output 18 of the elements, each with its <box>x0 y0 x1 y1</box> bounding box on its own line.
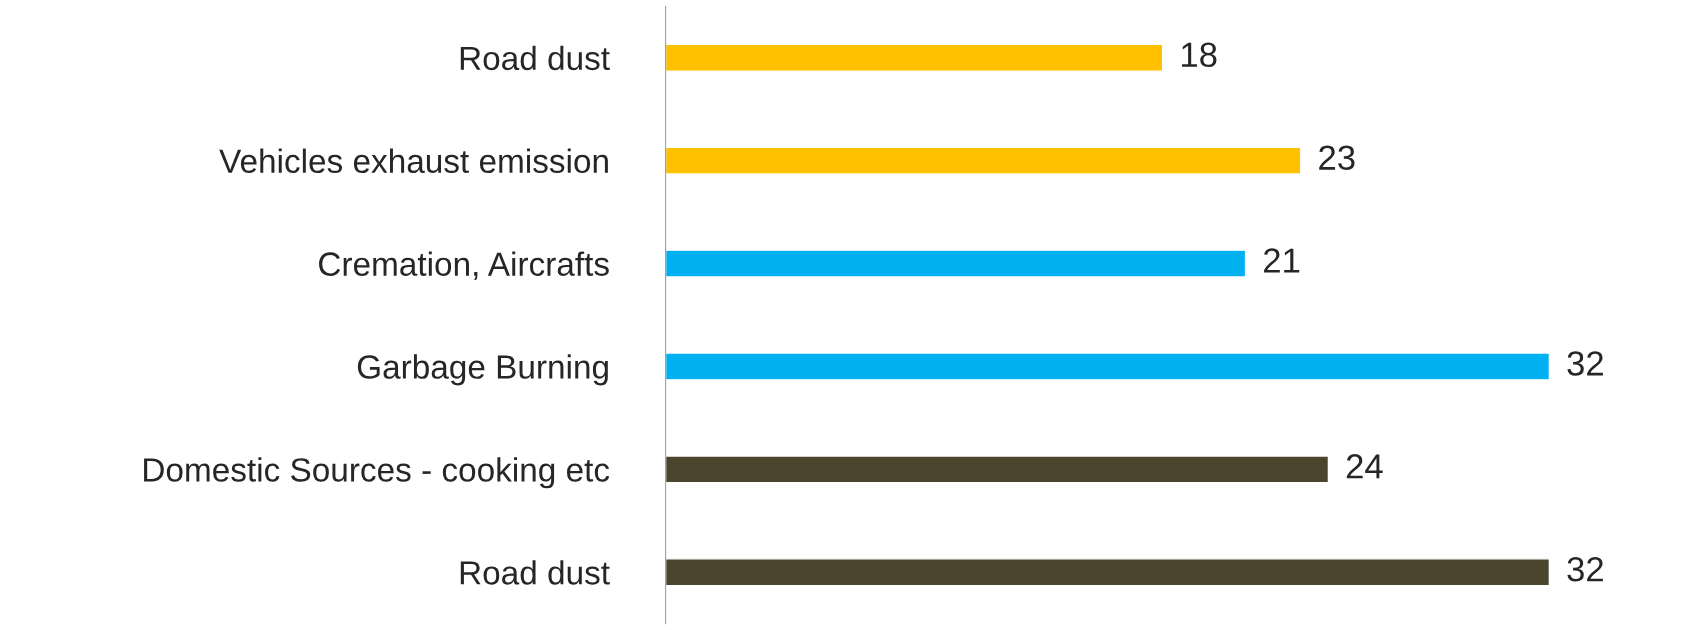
bar <box>665 558 1551 587</box>
data-label: 32 <box>1567 351 1603 376</box>
y-tick-label: Cremation, Aircrafts <box>319 251 609 280</box>
y-tick-label: Vehicles exhaust emission <box>219 148 608 174</box>
y-tick-label: Road dust <box>460 560 610 585</box>
y-tick-label: Garbage Burning <box>357 354 608 386</box>
data-label: 18 <box>1182 42 1217 68</box>
data-label: 32 <box>1567 556 1603 582</box>
bar <box>665 146 1302 175</box>
bar <box>665 455 1330 484</box>
y-tick-label: Road dust <box>460 45 610 71</box>
data-label: 23 <box>1319 145 1355 170</box>
bar <box>665 43 1164 72</box>
data-label: 21 <box>1263 248 1300 273</box>
bar <box>665 352 1551 381</box>
y-tick-label: Domestic Sources - cooking etc <box>144 457 610 489</box>
bar <box>665 249 1247 278</box>
data-label: 24 <box>1346 454 1383 479</box>
